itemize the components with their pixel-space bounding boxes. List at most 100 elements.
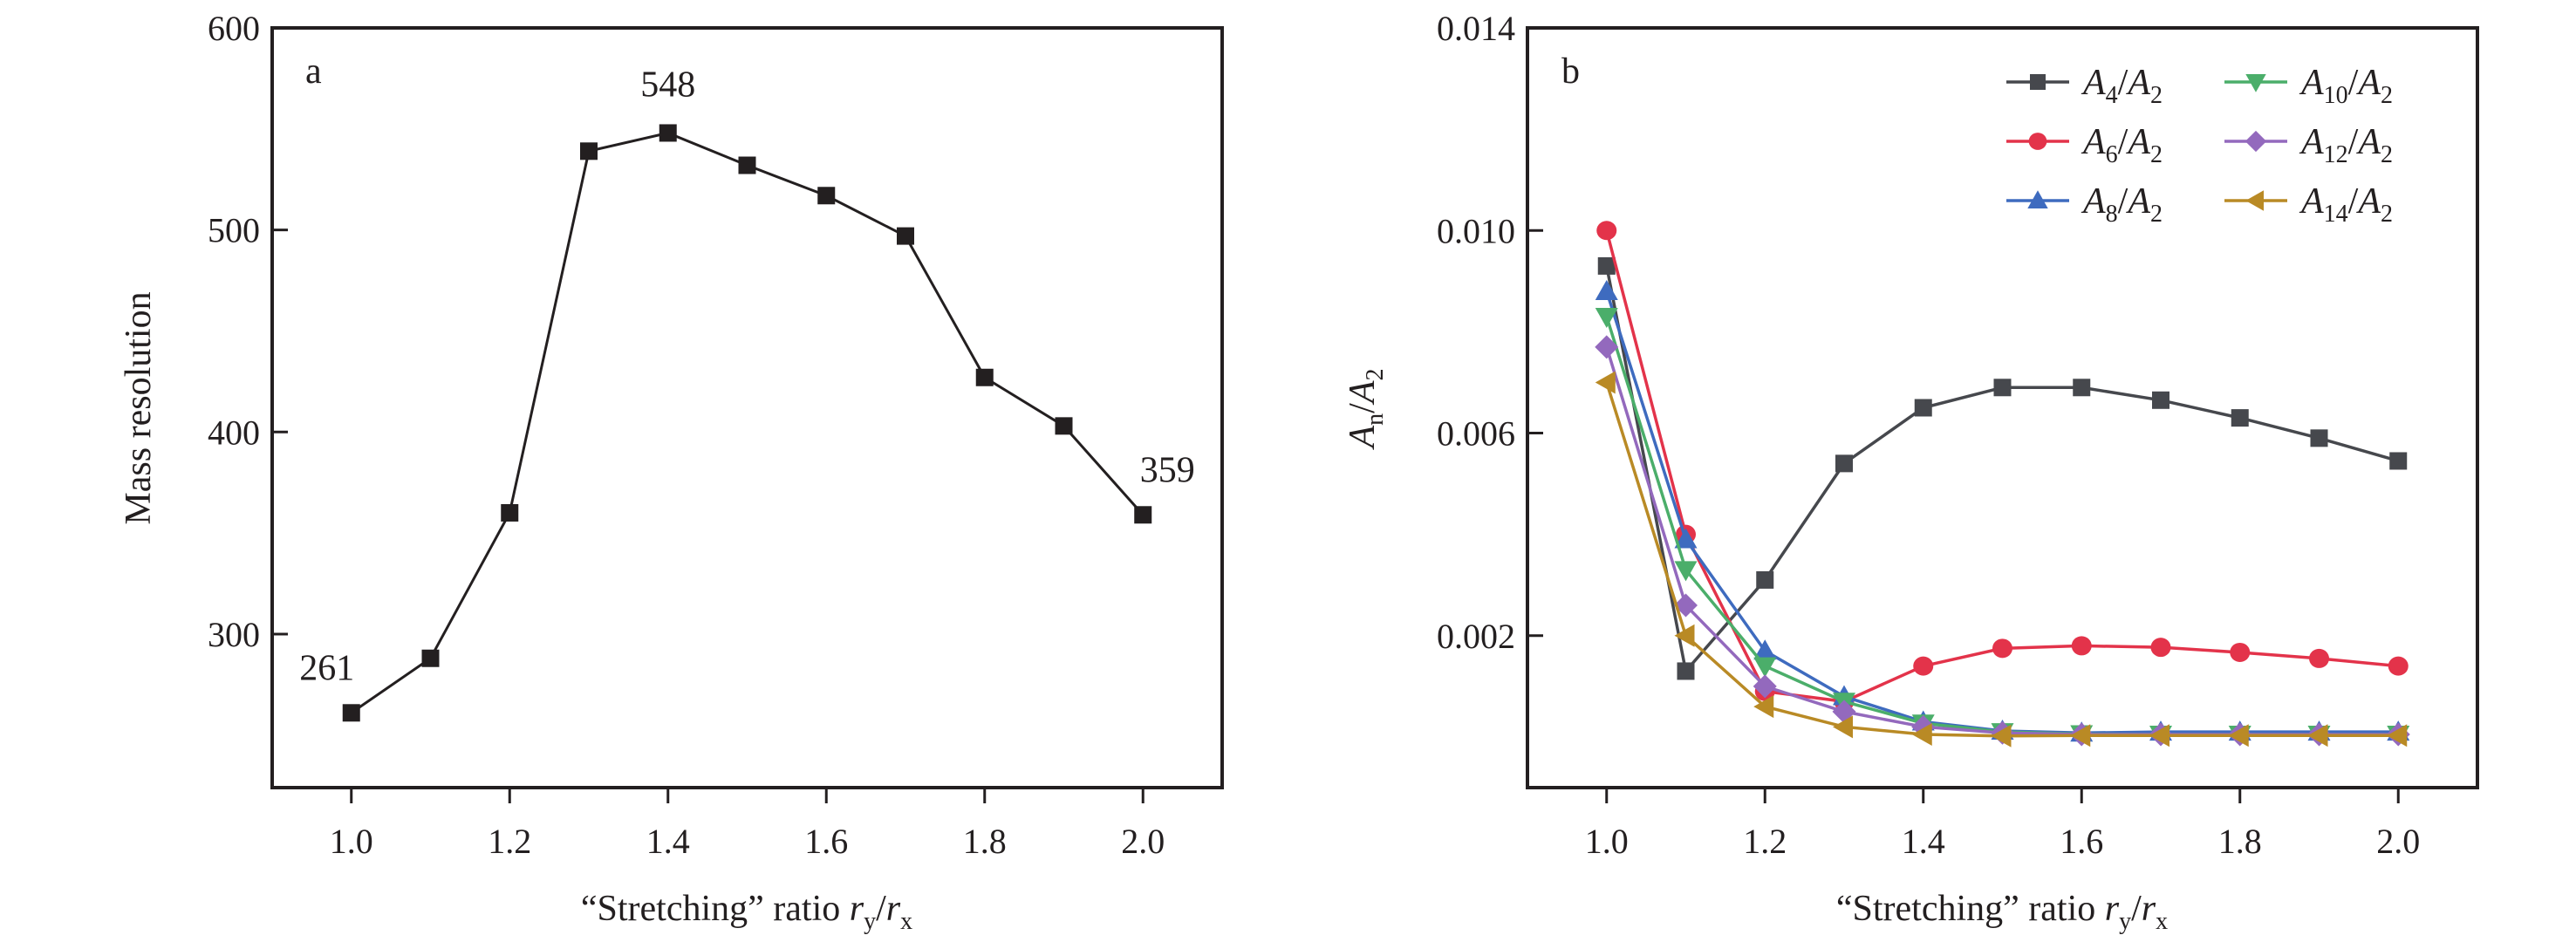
panel-b: 1.0 1.2 1.4 1.6 1.8 2.0 0.002 0.006 0.010 0.014 b… <box>1343 9 2479 935</box>
series-b <box>1595 221 2410 747</box>
data-point <box>342 704 360 722</box>
data-point <box>1913 656 1934 676</box>
series-line <box>1605 229 2399 704</box>
y-tick-label: 0.002 <box>1437 617 1515 656</box>
legend-marker <box>2027 190 2048 208</box>
data-point <box>2149 724 2169 747</box>
x-tick-label: 1.2 <box>488 822 531 861</box>
x-axis-title-b-slash: / <box>2131 889 2142 929</box>
data-point <box>2073 379 2091 397</box>
y-axis-title-b: An/A2 <box>1343 369 1389 451</box>
legend-label: A12/A2 <box>2299 122 2393 168</box>
legend-item: A14/A2 <box>2224 181 2393 228</box>
data-point <box>1753 657 1777 678</box>
data-point <box>1674 561 1698 582</box>
x-axis-title-a-sub1: y <box>864 908 876 935</box>
plot-frame-b <box>1526 26 2479 789</box>
data-point <box>1992 638 2012 659</box>
x-axis-title-b-sub1: y <box>2119 908 2131 935</box>
x-tick-label: 1.4 <box>1902 822 1945 861</box>
series-a12-a2 <box>1595 335 2410 747</box>
data-point <box>421 649 440 667</box>
data-point <box>2387 724 2408 747</box>
legend-marker <box>2028 133 2047 150</box>
panel-a: 1.0 1.2 1.4 1.6 1.8 2.0 300 400 500 600 261 548 359… <box>119 9 1224 935</box>
data-point <box>817 187 836 205</box>
data-point <box>2388 656 2409 676</box>
data-point <box>2152 391 2169 409</box>
data-point <box>897 227 914 245</box>
data-point <box>1753 695 1774 719</box>
data-point <box>1914 399 1932 417</box>
axes-a: 1.0 1.2 1.4 1.6 1.8 2.0 300 400 500 600 <box>208 9 1165 861</box>
y-tick-label: 400 <box>208 413 260 452</box>
plot-frame-a <box>270 26 1224 789</box>
x-axis-title-a-var1: r <box>850 889 864 929</box>
data-point <box>2230 642 2251 662</box>
y-tick-label: 0.006 <box>1437 414 1515 454</box>
series-a14-a2 <box>1595 371 2408 747</box>
legend-label: A14/A2 <box>2299 181 2393 228</box>
x-tick-label: 1.8 <box>2218 822 2262 861</box>
data-point <box>1595 307 1618 328</box>
series-line <box>1605 290 2399 735</box>
x-axis-title-b: “Stretching” ratio ry/rx <box>1836 889 2168 935</box>
y-axis-title-b-var2: A <box>1343 380 1383 406</box>
data-point <box>1677 662 1695 680</box>
x-tick-label: 1.0 <box>1585 822 1629 861</box>
x-tick-label: 2.0 <box>1121 822 1165 861</box>
legend-item: A10/A2 <box>2224 63 2393 109</box>
data-label: 359 <box>1140 450 1195 490</box>
legend-item: A8/A2 <box>2006 181 2163 228</box>
panel-label-a: a <box>305 51 322 92</box>
axes-b: 1.0 1.2 1.4 1.6 1.8 2.0 0.002 0.006 0.010 0.014 <box>1437 9 2420 861</box>
x-axis-title-b-sub2: x <box>2156 908 2168 935</box>
x-axis-title-a: “Stretching” ratio ry/rx <box>581 889 912 935</box>
x-axis-title-b-var1: r <box>2105 889 2120 929</box>
x-tick-label: 1.8 <box>963 822 1007 861</box>
data-point <box>1055 417 1073 435</box>
y-tick-label: 500 <box>208 211 260 250</box>
data-point <box>1597 256 1616 275</box>
data-point <box>2307 724 2328 747</box>
x-tick-label: 1.6 <box>2060 822 2103 861</box>
series-line <box>1605 346 2399 736</box>
y-tick-label: 600 <box>208 9 260 48</box>
y-axis-title-b-slash: / <box>1343 403 1383 413</box>
data-point <box>1991 724 2012 747</box>
y-tick-label: 300 <box>208 615 260 654</box>
data-point <box>2228 724 2249 747</box>
y-tick-label: 0.014 <box>1437 9 1515 48</box>
data-point <box>2389 452 2408 470</box>
x-tick-label: 1.6 <box>804 822 848 861</box>
data-point <box>1911 723 1932 747</box>
y-axis-title-a: Mass resolution <box>119 291 159 524</box>
data-point <box>2150 638 2171 658</box>
data-point <box>1674 624 1695 647</box>
data-point <box>1595 371 1616 394</box>
data-point <box>1835 454 1853 473</box>
data-point <box>1674 593 1698 618</box>
legend-item: A4/A2 <box>2006 63 2163 109</box>
data-point <box>1753 674 1777 699</box>
series-line <box>1605 381 2399 738</box>
series-a10-a2 <box>1595 307 2410 747</box>
legend-marker <box>2030 74 2046 90</box>
x-axis-title-a-sub2: x <box>900 908 912 935</box>
data-point <box>1753 639 1777 660</box>
data-label: 548 <box>640 65 695 105</box>
y-axis-title-b-sub1: n <box>1362 413 1389 426</box>
x-axis-title-a-var2: r <box>886 889 901 929</box>
series-a: 261 548 359 <box>299 65 1195 722</box>
x-tick-label: 2.0 <box>2376 822 2420 861</box>
data-point <box>738 156 756 174</box>
legend-marker <box>2245 74 2266 92</box>
data-point <box>2071 636 2092 656</box>
x-axis-title-b-prefix: “Stretching” ratio <box>1836 889 2105 929</box>
legend-label: A6/A2 <box>2081 122 2163 168</box>
data-point <box>1595 335 1619 359</box>
y-axis-title-b-var1: A <box>1343 425 1383 450</box>
data-point <box>1674 528 1698 549</box>
data-point <box>1134 506 1152 524</box>
